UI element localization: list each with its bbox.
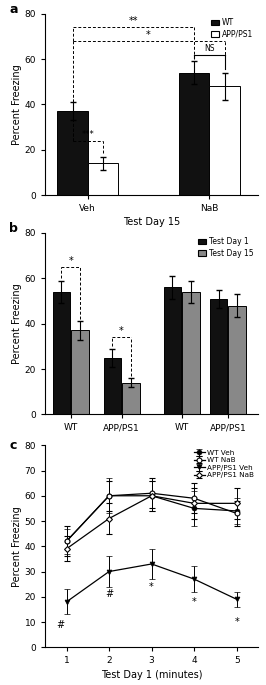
Text: b: b bbox=[9, 222, 18, 235]
Text: NS: NS bbox=[204, 45, 215, 53]
Bar bbox=[182, 292, 200, 414]
Legend: WT, APP/PS1: WT, APP/PS1 bbox=[211, 18, 254, 39]
Text: NaB: NaB bbox=[195, 446, 215, 456]
Text: *: * bbox=[192, 597, 197, 607]
Y-axis label: Percent Freezing: Percent Freezing bbox=[12, 284, 22, 364]
Text: *: * bbox=[234, 617, 239, 627]
Y-axis label: Percent Freezing: Percent Freezing bbox=[12, 64, 22, 145]
Bar bbox=[179, 73, 209, 195]
Bar bbox=[57, 111, 88, 195]
Text: *: * bbox=[68, 256, 73, 266]
Bar bbox=[53, 292, 70, 414]
Text: #: # bbox=[105, 589, 113, 599]
Bar bbox=[164, 288, 181, 414]
Bar bbox=[210, 299, 227, 414]
Y-axis label: Percent Freezing: Percent Freezing bbox=[12, 506, 22, 586]
Text: **: ** bbox=[129, 16, 138, 26]
Text: #: # bbox=[56, 619, 64, 630]
Legend: WT Veh, WT NaB, APP/PS1 Veh, APP/PS1 NaB: WT Veh, WT NaB, APP/PS1 Veh, APP/PS1 NaB bbox=[193, 449, 254, 479]
X-axis label: Test Day 15: Test Day 15 bbox=[123, 217, 180, 227]
Text: *: * bbox=[149, 582, 154, 592]
Text: *: * bbox=[146, 29, 151, 40]
Text: a: a bbox=[9, 3, 18, 16]
Bar bbox=[122, 383, 140, 414]
Bar bbox=[228, 306, 246, 414]
Bar bbox=[209, 86, 240, 195]
Bar bbox=[88, 164, 118, 195]
X-axis label: Test Day 1 (minutes): Test Day 1 (minutes) bbox=[101, 669, 202, 680]
Legend: Test Day 1, Test Day 15: Test Day 1, Test Day 15 bbox=[197, 237, 254, 258]
Bar bbox=[71, 330, 89, 414]
Text: Veh: Veh bbox=[87, 446, 105, 456]
Bar bbox=[103, 358, 121, 414]
Text: c: c bbox=[9, 439, 16, 452]
Text: ***: *** bbox=[81, 130, 94, 139]
Text: *: * bbox=[119, 326, 124, 336]
